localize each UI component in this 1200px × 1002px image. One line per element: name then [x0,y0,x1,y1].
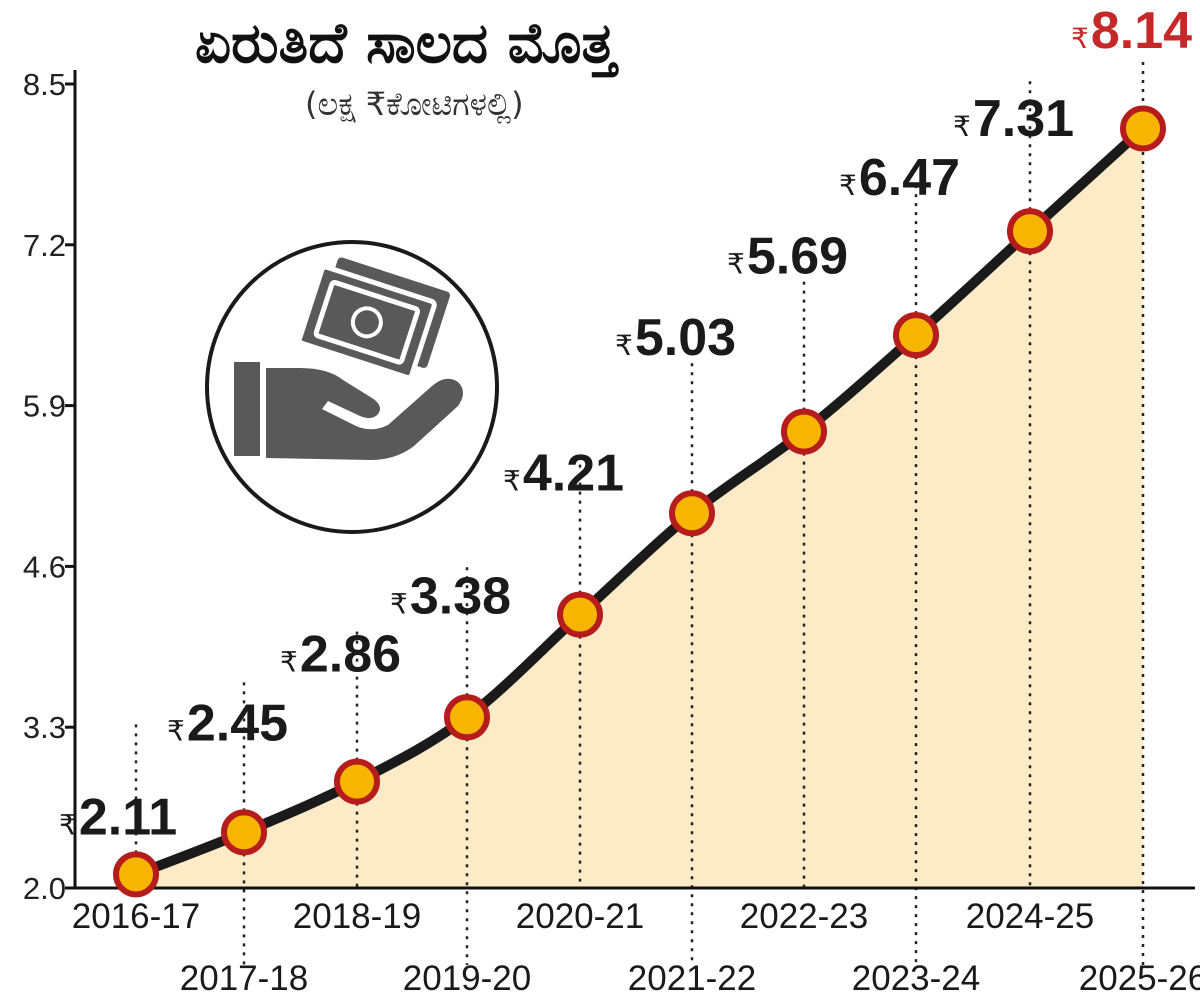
data-point [334,758,380,805]
data-point [893,312,939,359]
y-tick-label: 7.2 [23,228,66,263]
chart-subtitle: (ಲಕ್ಷ ₹ಕೋಟಿಗಳಲ್ಲಿ) [305,85,524,124]
y-tick-label: 3.3 [23,710,66,745]
x-tick-label: 2021-22 [628,959,756,998]
data-label: ₹7.31 [953,90,1074,148]
x-axis: 2016-17 2017-18 2018-19 2019-20 2020-21 2021-… [65,886,1200,998]
x-tick-label: 2020-21 [516,897,644,936]
data-label: ₹5.69 [727,228,848,286]
data-point [1007,208,1053,255]
y-tick-label: 4.6 [23,549,66,584]
line-layer [131,123,1148,880]
data-label: ₹6.47 [839,149,960,207]
data-point [669,490,715,537]
data-label: ₹8.14 [1071,2,1192,60]
data-point [781,408,827,455]
money-in-hand-icon [205,240,499,534]
data-labels: ₹2.11 ₹2.45 ₹2.86₹3.38 ₹4.21 ₹5.03 ₹5.69 ₹6.47… [59,2,1192,846]
x-tick-label: 2022-23 [740,897,868,936]
area-layer [136,128,1143,888]
data-point [221,809,267,856]
x-tick-label: 2018-19 [293,897,421,936]
data-label: ₹4.21 [503,445,624,503]
data-point [444,694,490,741]
data-label: ₹3.38 [390,567,511,625]
y-axis: 2.0 3.3 4.6 5.9 7.2 8.5 [23,67,77,906]
x-tick-label: 2017-18 [180,959,308,998]
area-fill [136,128,1143,888]
series-line [131,123,1148,880]
y-tick-label: 5.9 [23,389,66,424]
open-hand-icon [234,362,463,460]
data-point [113,851,159,898]
data-label: ₹5.03 [615,309,736,367]
data-label: ₹2.11 [59,788,177,846]
x-tick-label: 2023-24 [852,959,980,998]
banknote-stack-icon [296,257,451,381]
x-tick-label: 2024-25 [966,897,1094,936]
data-label: ₹2.86 [280,626,401,684]
y-tick-label: 2.0 [23,871,66,906]
x-tick-label: 2019-20 [403,959,531,998]
markers [113,105,1166,898]
data-point [557,591,603,638]
x-tick-label: 2025-26 [1079,959,1200,998]
y-tick-label: 8.5 [23,67,66,102]
data-point [1120,105,1166,152]
chart-title: ಏರುತಿದೆ ಸಾಲದ ಮೊತ್ತ [195,11,619,78]
data-label: ₹2.45 [167,694,288,752]
x-tick-label: 2016-17 [72,897,200,936]
